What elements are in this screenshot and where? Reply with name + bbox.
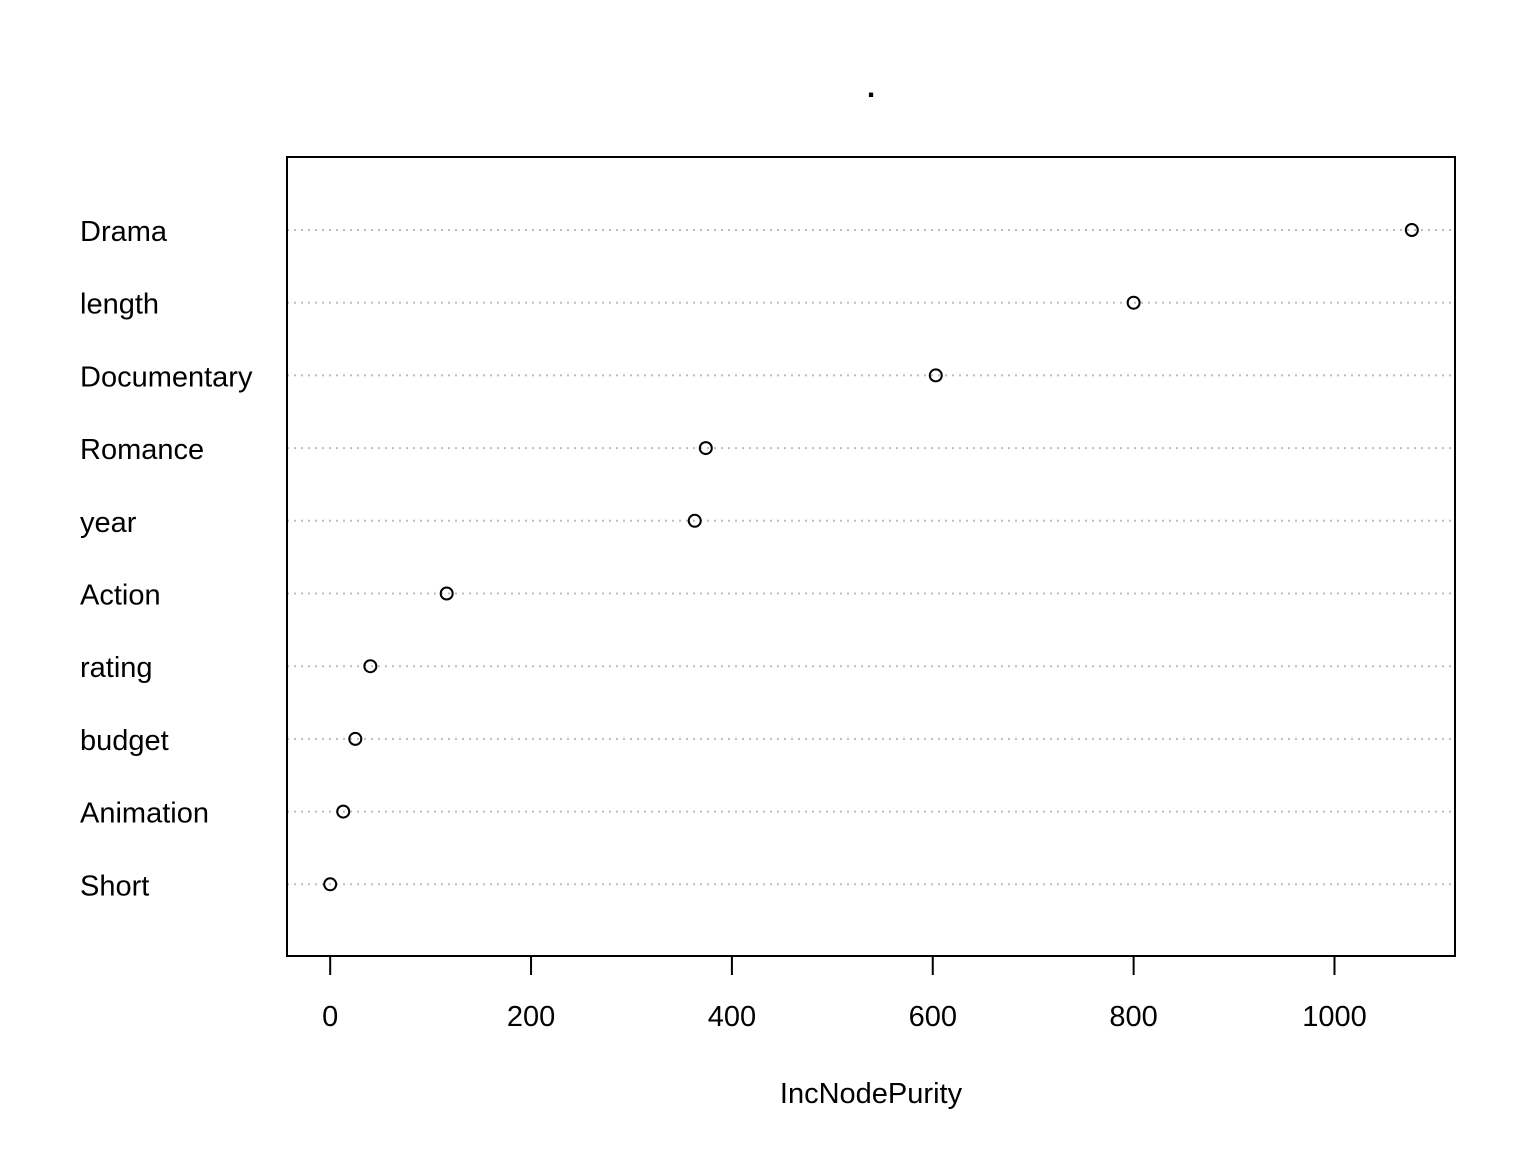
x-axis-title: IncNodePurity: [780, 1078, 963, 1110]
point-length: [1126, 295, 1141, 310]
category-label-documentary: Documentary: [80, 361, 253, 393]
category-label-animation: Animation: [80, 798, 209, 830]
category-label-romance: Romance: [80, 434, 204, 466]
category-labels: Drama length Documentary Romance year Action r…: [80, 216, 253, 902]
point-budget: [348, 731, 363, 746]
x-tick-label-400: 400: [708, 1001, 756, 1033]
category-label-drama: Drama: [80, 216, 168, 248]
point-romance: [698, 441, 713, 456]
point-rating: [363, 659, 378, 674]
point-short: [323, 877, 338, 892]
x-tick-label-1000: 1000: [1302, 1001, 1367, 1033]
category-label-rating: rating: [80, 652, 153, 684]
category-label-short: Short: [80, 870, 149, 902]
category-label-action: Action: [80, 580, 161, 612]
chart-title: .: [867, 71, 875, 104]
point-documentary: [928, 368, 943, 383]
gridlines: [287, 229, 1455, 886]
x-tick-label-200: 200: [507, 1001, 555, 1033]
point-animation: [336, 804, 351, 819]
point-year: [687, 513, 702, 528]
x-tick-label-800: 800: [1109, 1001, 1157, 1033]
plot-frame: [286, 156, 1456, 957]
x-tick-label-0: 0: [322, 1001, 338, 1033]
category-label-length: length: [80, 289, 159, 321]
category-label-budget: budget: [80, 725, 169, 757]
x-tick-label-600: 600: [909, 1001, 957, 1033]
category-label-year: year: [80, 507, 137, 539]
x-axis: 0 200 400 600 800 1000: [322, 955, 1367, 1033]
point-drama: [1404, 223, 1419, 237]
data-points: [323, 223, 1419, 892]
point-action: [439, 586, 454, 601]
